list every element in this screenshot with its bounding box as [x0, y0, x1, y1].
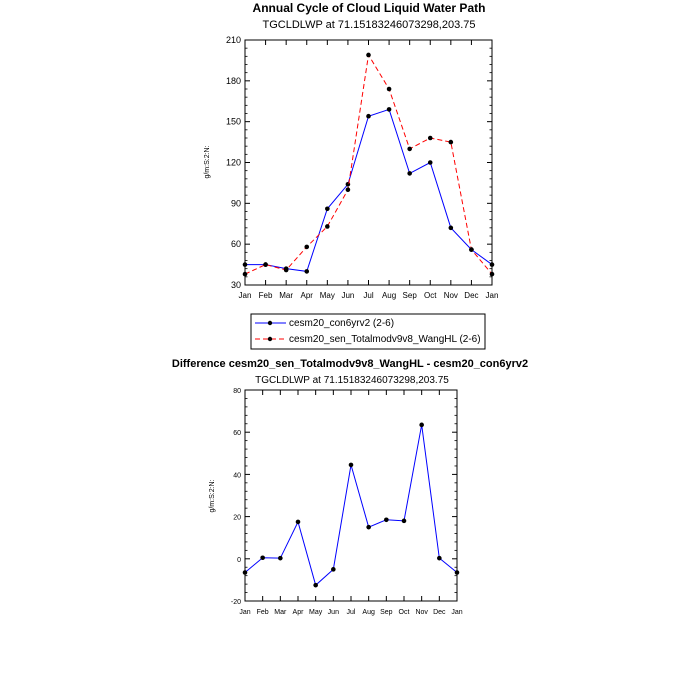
data-point — [401, 518, 407, 524]
x-tick-label: Sep — [380, 609, 393, 616]
chart-subtitle: TGCLDLWP at 71.15183246073298,203.75 — [255, 375, 449, 386]
data-point — [348, 462, 354, 468]
y-tick-label: 210 — [226, 35, 241, 45]
data-point — [427, 135, 433, 141]
data-point — [419, 422, 424, 428]
legend-marker-sensitivity — [267, 336, 273, 342]
difference-chart: Difference cesm20_sen_Totalmodv9v8_WangH… — [172, 358, 528, 616]
series-line-0 — [244, 424, 458, 587]
legend-marker-control — [267, 320, 273, 326]
legend: cesm20_con6yrv2 (2-6) cesm20_sen_Totalmo… — [250, 313, 486, 350]
data-point — [242, 570, 248, 575]
y-tick-label: 0 — [237, 557, 241, 564]
x-tick-label: Apr — [301, 291, 314, 300]
data-point — [489, 271, 495, 277]
data-point — [437, 555, 442, 561]
legend-label-sensitivity: cesm20_sen_Totalmodv9v8_WangHL (2-6) — [289, 334, 481, 345]
y-tick-label: 30 — [231, 280, 241, 290]
x-tick-label: Aug — [382, 291, 396, 300]
y-tick-label: 90 — [231, 198, 241, 208]
data-point — [469, 247, 474, 252]
x-tick-label: May — [309, 609, 323, 616]
data-point — [283, 267, 289, 273]
y-tick-label: 60 — [233, 430, 241, 437]
y-tick-label: 180 — [226, 76, 241, 86]
data-point — [448, 139, 454, 145]
data-point — [304, 244, 310, 250]
data-point — [295, 519, 301, 525]
data-point — [325, 206, 330, 212]
chart-subtitle: TGCLDLWP at 71.15183246073298,203.75 — [262, 19, 475, 31]
x-tick-label: Jun — [341, 291, 354, 300]
data-point — [260, 555, 265, 561]
x-tick-label: Apr — [293, 609, 305, 616]
y-tick-label: 20 — [233, 515, 241, 522]
x-tick-label: Mar — [279, 291, 293, 300]
data-point — [407, 146, 412, 152]
data-point — [489, 262, 495, 267]
y-tick-label: 120 — [226, 158, 241, 168]
data-point — [242, 262, 248, 267]
x-tick-label: Aug — [362, 609, 375, 616]
data-point — [386, 107, 392, 112]
chart-title: Difference cesm20_sen_Totalmodv9v8_WangH… — [172, 358, 528, 370]
data-point — [313, 582, 318, 588]
x-tick-label: Sep — [403, 291, 418, 300]
chart-title: Annual Cycle of Cloud Liquid Water Path — [253, 1, 486, 15]
y-axis-label: g/m:S:2:N: — [209, 479, 216, 512]
data-point — [454, 570, 460, 575]
data-point — [366, 524, 371, 530]
x-tick-label: Jan — [239, 609, 250, 616]
legend-label-control: cesm20_con6yrv2 (2-6) — [289, 318, 394, 329]
data-point — [384, 517, 389, 523]
data-point — [325, 224, 330, 229]
x-tick-label: Jun — [328, 609, 339, 616]
x-tick-label: Dec — [433, 609, 446, 616]
data-point — [331, 567, 336, 572]
x-tick-label: Feb — [259, 291, 273, 300]
x-tick-label: Jan — [451, 609, 462, 616]
data-point — [278, 555, 283, 561]
x-tick-label: Nov — [444, 291, 458, 300]
x-tick-label: Jul — [347, 609, 356, 616]
legend-box — [250, 313, 486, 350]
data-point — [386, 86, 392, 92]
y-tick-label: -20 — [231, 599, 241, 606]
x-tick-label: Oct — [424, 291, 437, 300]
data-point — [263, 262, 268, 267]
y-tick-label: 150 — [226, 117, 241, 127]
annual-cycle-chart: Annual Cycle of Cloud Liquid Water Path … — [204, 1, 499, 350]
plot-frame — [244, 389, 458, 602]
data-point — [345, 181, 351, 187]
x-tick-label: Jan — [239, 291, 252, 300]
x-tick-label: Dec — [464, 291, 478, 300]
y-tick-label: 60 — [231, 239, 241, 249]
x-tick-label: Feb — [257, 609, 269, 616]
series-line-0 — [245, 108, 493, 272]
data-point — [242, 271, 248, 277]
data-point — [427, 160, 433, 165]
data-point — [345, 187, 351, 193]
y-tick-label: 80 — [233, 388, 241, 395]
x-tick-label: Jul — [363, 291, 373, 300]
data-point — [366, 52, 371, 58]
x-tick-label: Oct — [399, 609, 410, 616]
y-tick-label: 40 — [233, 472, 241, 479]
data-point — [304, 269, 310, 274]
data-point — [366, 113, 371, 119]
x-tick-label: Nov — [415, 609, 428, 616]
data-point — [448, 225, 454, 231]
x-tick-label: Mar — [274, 609, 287, 616]
x-tick-label: May — [320, 291, 335, 300]
y-axis-label: g/m:S:2:N: — [204, 145, 211, 178]
x-tick-label: Jan — [486, 291, 499, 300]
data-point — [407, 171, 412, 176]
series-line-1 — [244, 53, 493, 275]
